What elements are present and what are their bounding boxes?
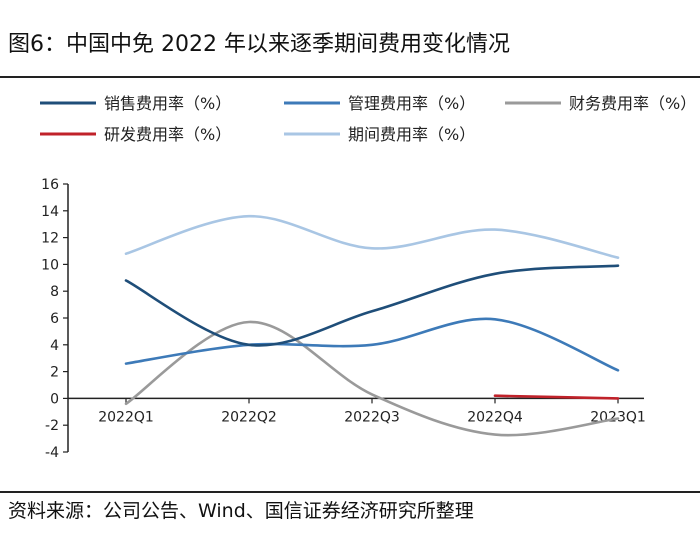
y-tick-label: 8 (50, 284, 59, 300)
axes: 16 14 12 10 8 6 4 2 0 -2 -4 2022Q1 2022Q2 2022Q3 2022Q… (41, 177, 646, 461)
series-line-2 (124, 317, 620, 372)
y-tick-label: 6 (50, 311, 59, 327)
y-tick-label: 14 (41, 204, 59, 220)
legend-label: 管理费用率（%） (348, 94, 475, 113)
series-line-1 (124, 264, 620, 347)
y-tick-label: 0 (50, 391, 59, 407)
y-tick-label: -4 (45, 445, 59, 461)
title-divider (0, 76, 700, 78)
series-line-4 (493, 394, 620, 400)
x-tick-label: 2022Q2 (221, 409, 277, 425)
y-tick-label: 4 (50, 338, 59, 354)
x-tick-label: 2022Q4 (467, 409, 523, 425)
series-lines (124, 214, 620, 437)
x-tick-label: 2022Q3 (344, 409, 400, 425)
source-divider (0, 491, 700, 493)
x-tick-label: 2022Q1 (98, 409, 154, 425)
figure-source: 资料来源：公司公告、Wind、国信证券经济研究所整理 (8, 500, 474, 522)
series-line-3 (124, 320, 620, 437)
legend: 销售费用率（%） 管理费用率（%） 财务费用率（%） 研发费用率（%） 期间费用率（%） (40, 94, 696, 144)
figure-title: 图6：中国中免 2022 年以来逐季期间费用变化情况 (8, 32, 510, 57)
y-tick-label: 12 (41, 231, 59, 247)
legend-label: 财务费用率（%） (569, 94, 696, 113)
y-tick-label: 16 (41, 177, 59, 193)
legend-label: 销售费用率（%） (104, 94, 231, 113)
y-tick-label: 10 (41, 257, 59, 273)
series-line-5 (124, 214, 620, 259)
y-tick-label: 2 (50, 365, 59, 381)
y-tick-label: -2 (45, 418, 59, 434)
legend-label: 期间费用率（%） (348, 125, 475, 144)
legend-label: 研发费用率（%） (104, 125, 231, 144)
